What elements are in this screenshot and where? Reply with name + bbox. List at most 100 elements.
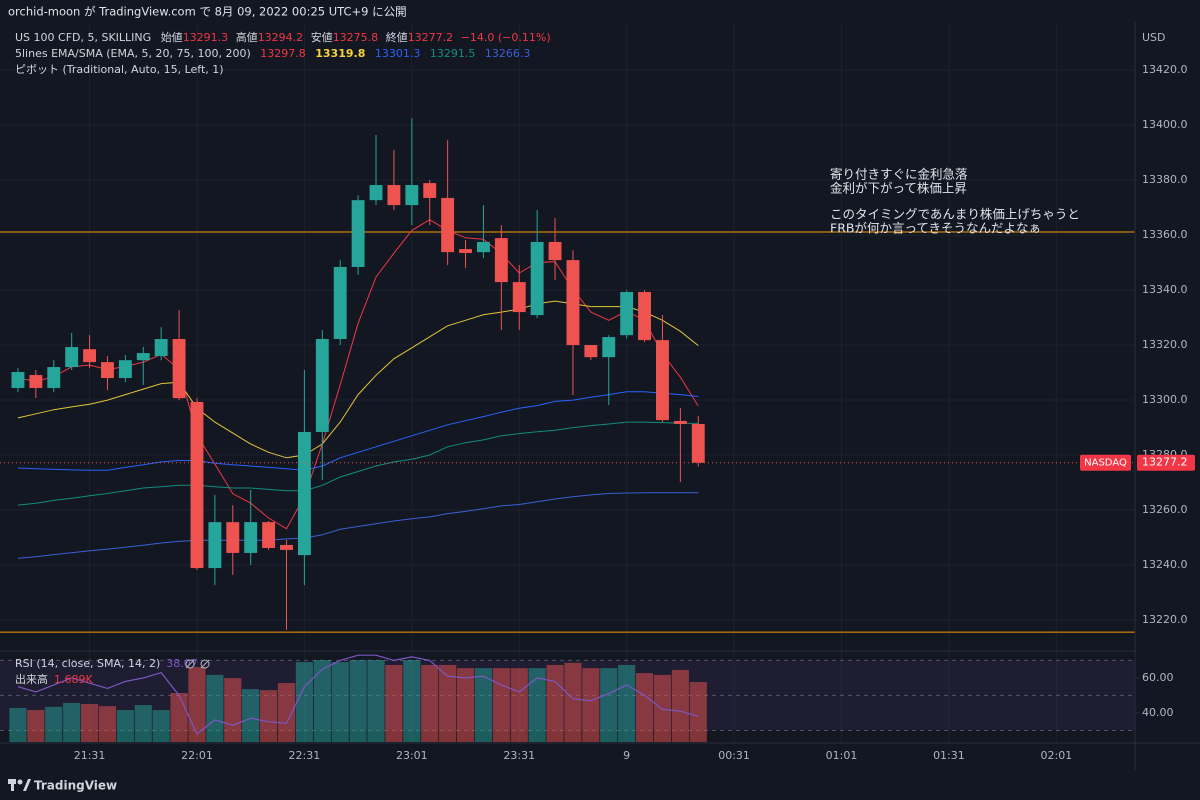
logo-part xyxy=(23,779,31,791)
ma-line xyxy=(17,421,699,506)
volume-name: 出来高 xyxy=(15,672,48,686)
ohlc-label: 始値 xyxy=(161,30,183,44)
volume-bar xyxy=(671,669,689,742)
rsi-tick-label: 60.00 xyxy=(1142,671,1174,684)
legend-pivot: ピボット (Traditional, Auto, 15, Left, 1) xyxy=(15,63,224,76)
x-tick-label: 21:31 xyxy=(74,749,106,762)
candle-body xyxy=(530,241,544,316)
candle-body xyxy=(673,420,687,424)
candle-body xyxy=(83,349,97,363)
exchange-tag xyxy=(1080,454,1131,471)
volume-bar xyxy=(349,659,367,742)
volume-bar xyxy=(260,690,278,742)
header-bar xyxy=(0,0,1200,22)
rsi-line xyxy=(17,654,699,735)
ma-line xyxy=(17,391,699,471)
candle-body xyxy=(154,339,168,357)
x-tick-label: 22:01 xyxy=(181,749,213,762)
volume-bar xyxy=(439,664,457,742)
rsi-value: 38.07 xyxy=(166,657,198,670)
volume-bar xyxy=(116,710,134,742)
candle-body xyxy=(459,249,472,253)
axis-layer: 13220.013240.013260.013280.013300.013320… xyxy=(74,63,1195,762)
annotation: FRBが何か言ってきそうなんだよなぁ xyxy=(830,221,1041,236)
volume-bar xyxy=(403,659,421,742)
x-tick-label: 01:31 xyxy=(933,749,965,762)
y-tick-label: 13320.0 xyxy=(1142,338,1188,351)
x-tick-label: 22:31 xyxy=(289,749,321,762)
annotation: 金利が下がって株価上昇 xyxy=(830,181,967,196)
candle-body xyxy=(65,346,79,368)
volume-bar xyxy=(295,662,313,742)
volume-bar xyxy=(170,692,188,742)
candle-body xyxy=(423,183,437,198)
candle-body xyxy=(584,345,598,358)
y-tick-label: 13420.0 xyxy=(1142,63,1188,76)
volume-value: 1.689K xyxy=(54,673,93,686)
volume-bar xyxy=(635,673,654,742)
ma-line xyxy=(17,492,699,559)
ohlc-value: 13291.3 xyxy=(183,31,229,44)
exchange-label: NASDAQ xyxy=(1084,458,1127,469)
icon xyxy=(200,659,210,669)
volume-bar xyxy=(456,668,475,742)
candle-body xyxy=(280,544,293,550)
rsi-legend: RSI (14, close, SMA, 14, 2) 38.07 xyxy=(15,657,198,670)
y-tick-label: 13220.0 xyxy=(1142,613,1188,626)
rsi-name: RSI (14, close, SMA, 14, 2) xyxy=(15,657,160,670)
candle-body xyxy=(369,185,383,201)
x-tick-label: 23:01 xyxy=(396,749,428,762)
volume-bar xyxy=(206,674,224,742)
candle-body xyxy=(512,282,526,313)
x-tick-label: 9 xyxy=(623,749,630,762)
volume-bar xyxy=(546,664,564,742)
grid-layer xyxy=(0,22,1135,742)
candle-body xyxy=(47,367,61,388)
ohlc-value: 13277.2 xyxy=(408,31,454,44)
candle-body xyxy=(172,339,186,399)
price-pane xyxy=(0,118,1135,633)
volume-bar xyxy=(152,710,170,742)
y-tick-label: 13400.0 xyxy=(1142,118,1188,131)
ohlc-value: 13275.8 xyxy=(333,31,379,44)
candle-body xyxy=(691,423,705,463)
volume-bar xyxy=(528,668,546,742)
ma-line xyxy=(17,300,699,459)
footer: TradingView xyxy=(34,779,117,793)
candle-body xyxy=(387,185,401,206)
y-tick-label: 13240.0 xyxy=(1142,558,1188,571)
volume-bar xyxy=(134,705,152,742)
candle-body xyxy=(118,360,132,379)
y-tick-label: 13360.0 xyxy=(1142,228,1188,241)
ma-value: 13301.3 xyxy=(375,47,421,60)
ma-value: 13291.5 xyxy=(430,47,476,60)
rsi-volume-pane xyxy=(0,654,1135,742)
legend-symbol-line: US 100 CFD, 5, SKILLING 始値13291.3 高値1329… xyxy=(15,30,551,44)
volume-bar xyxy=(188,667,206,742)
volume-bar xyxy=(474,668,493,742)
volume-bar xyxy=(63,702,81,742)
candle-body xyxy=(656,340,669,421)
candle-body xyxy=(566,260,580,346)
candle-body xyxy=(494,238,508,283)
volume-bar xyxy=(385,664,403,742)
volume-legend: 出来高 1.689K xyxy=(15,672,93,686)
volume-bar xyxy=(9,707,27,742)
candle-body xyxy=(620,291,634,336)
candle-body xyxy=(441,197,455,253)
volume-bar xyxy=(600,668,618,742)
price-tag-label: 13277.2 xyxy=(1142,456,1188,469)
candle-body xyxy=(244,522,258,553)
ma-value: 13266.3 xyxy=(485,47,531,60)
candle-body xyxy=(297,431,311,556)
volume-bar xyxy=(331,662,349,742)
volume-bar xyxy=(582,668,600,742)
candle-body xyxy=(136,353,150,361)
ohlc-label: 安値 xyxy=(311,30,333,44)
ohlc-label: 高値 xyxy=(236,30,258,44)
icon xyxy=(200,659,210,669)
volume-bar xyxy=(689,682,707,742)
x-tick-label: 01:01 xyxy=(826,749,858,762)
